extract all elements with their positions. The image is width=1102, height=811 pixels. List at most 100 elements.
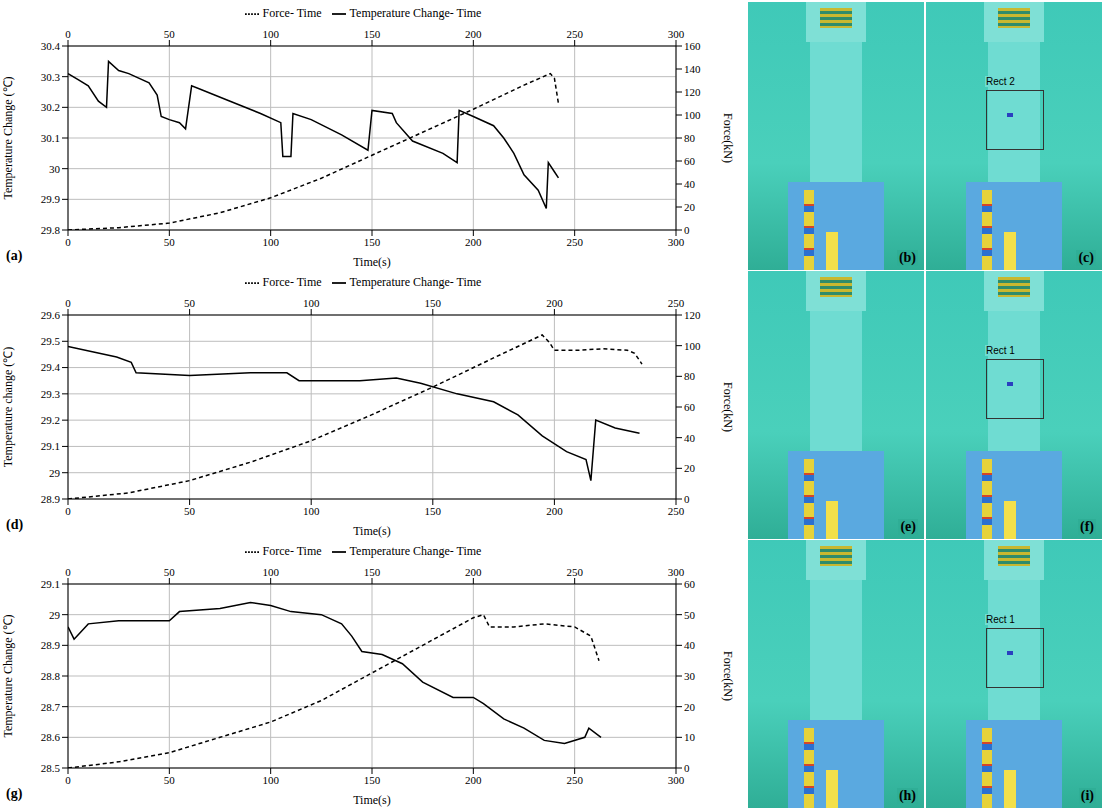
svg-text:100: 100: [262, 236, 279, 248]
svg-text:30.4: 30.4: [41, 40, 61, 52]
svg-text:300: 300: [668, 774, 685, 786]
svg-text:50: 50: [164, 28, 176, 40]
svg-text:20: 20: [684, 462, 696, 474]
svg-text:100: 100: [262, 774, 279, 786]
svg-text:140: 140: [684, 63, 701, 75]
svg-text:40: 40: [684, 639, 696, 651]
svg-text:120: 120: [684, 86, 701, 98]
svg-text:50: 50: [684, 609, 696, 621]
svg-text:150: 150: [425, 505, 442, 517]
svg-text:250: 250: [566, 28, 583, 40]
svg-text:80: 80: [684, 132, 696, 144]
svg-text:0: 0: [684, 224, 690, 236]
svg-text:200: 200: [465, 566, 482, 578]
svg-text:30.2: 30.2: [41, 101, 60, 113]
svg-text:0: 0: [65, 28, 71, 40]
svg-text:29.8: 29.8: [41, 224, 61, 236]
svg-text:Temperature Change (℃): Temperature Change (℃): [1, 614, 15, 737]
svg-text:250: 250: [566, 236, 583, 248]
svg-text:250: 250: [668, 505, 685, 517]
svg-text:29: 29: [49, 467, 61, 479]
svg-text:30.3: 30.3: [41, 71, 61, 83]
svg-text:80: 80: [684, 370, 696, 382]
svg-text:0: 0: [65, 566, 71, 578]
svg-text:Time(s): Time(s): [353, 524, 391, 538]
svg-text:20: 20: [684, 201, 696, 213]
svg-text:30.1: 30.1: [41, 132, 60, 144]
svg-text:200: 200: [465, 28, 482, 40]
svg-text:29.4: 29.4: [41, 361, 61, 373]
svg-text:100: 100: [303, 505, 320, 517]
svg-text:29: 29: [49, 609, 61, 621]
svg-text:60: 60: [684, 401, 696, 413]
svg-text:200: 200: [465, 236, 482, 248]
svg-text:120: 120: [684, 309, 701, 321]
html-text:(c): (c): [1078, 250, 1094, 265]
svg-text:100: 100: [262, 28, 279, 40]
svg-text:0: 0: [684, 762, 690, 774]
svg-text:150: 150: [364, 236, 381, 248]
svg-text:10: 10: [684, 731, 696, 743]
svg-text:29.2: 29.2: [41, 414, 60, 426]
svg-text:29.1: 29.1: [41, 440, 60, 452]
svg-text:250: 250: [566, 566, 583, 578]
svg-text:50: 50: [184, 505, 196, 517]
svg-text:Temperature Change (℃): Temperature Change (℃): [1, 76, 15, 199]
svg-text:28.7: 28.7: [41, 701, 61, 713]
html-text:(g): (g): [6, 786, 23, 801]
svg-text:29.6: 29.6: [41, 309, 61, 321]
svg-text:300: 300: [668, 236, 685, 248]
svg-text:Time(s): Time(s): [353, 793, 391, 807]
svg-text:150: 150: [364, 774, 381, 786]
svg-text:250: 250: [668, 297, 685, 309]
svg-text:28.5: 28.5: [41, 762, 61, 774]
svg-text:300: 300: [668, 28, 685, 40]
svg-text:50: 50: [164, 236, 176, 248]
svg-text:0: 0: [65, 774, 71, 786]
svg-text:100: 100: [262, 566, 279, 578]
html-text:(a): (a): [6, 248, 23, 263]
svg-text:29.3: 29.3: [41, 388, 61, 400]
html-text:(e): (e): [900, 519, 916, 534]
svg-text:50: 50: [164, 566, 176, 578]
svg-text:Force(kN): Force(kN): [721, 651, 735, 701]
svg-text:28.6: 28.6: [41, 731, 61, 743]
svg-text:0: 0: [65, 505, 71, 517]
svg-text:0: 0: [684, 493, 690, 505]
svg-text:28.9: 28.9: [41, 493, 61, 505]
svg-text:200: 200: [465, 774, 482, 786]
svg-text:200: 200: [546, 297, 563, 309]
svg-text:160: 160: [684, 40, 701, 52]
svg-text:28.9: 28.9: [41, 639, 61, 651]
svg-text:250: 250: [566, 774, 583, 786]
svg-text:60: 60: [684, 155, 696, 167]
html-text:(d): (d): [6, 517, 24, 532]
svg-text:150: 150: [425, 297, 442, 309]
svg-text:100: 100: [684, 340, 701, 352]
svg-text:150: 150: [364, 28, 381, 40]
svg-text:40: 40: [684, 432, 696, 444]
html-text:(b): (b): [898, 250, 916, 265]
svg-text:Force(kN): Force(kN): [721, 382, 735, 432]
svg-text:20: 20: [684, 701, 696, 713]
svg-text:300: 300: [668, 566, 685, 578]
svg-text:0: 0: [65, 236, 71, 248]
svg-text:29.5: 29.5: [41, 335, 61, 347]
svg-text:40: 40: [684, 178, 696, 190]
svg-text:50: 50: [184, 297, 196, 309]
svg-text:30: 30: [684, 670, 696, 682]
svg-text:Force(kN): Force(kN): [721, 113, 735, 163]
svg-text:100: 100: [303, 297, 320, 309]
svg-text:28.8: 28.8: [41, 670, 61, 682]
svg-text:150: 150: [364, 566, 381, 578]
svg-text:29.1: 29.1: [41, 578, 60, 590]
svg-text:0: 0: [65, 297, 71, 309]
svg-text:60: 60: [684, 578, 696, 590]
svg-text:29.9: 29.9: [41, 193, 61, 205]
svg-text:30: 30: [49, 163, 61, 175]
svg-text:200: 200: [546, 505, 563, 517]
svg-text:50: 50: [164, 774, 176, 786]
svg-text:100: 100: [684, 109, 701, 121]
svg-text:Time(s): Time(s): [353, 255, 391, 269]
svg-text:Temperature change (℃): Temperature change (℃): [1, 347, 15, 467]
